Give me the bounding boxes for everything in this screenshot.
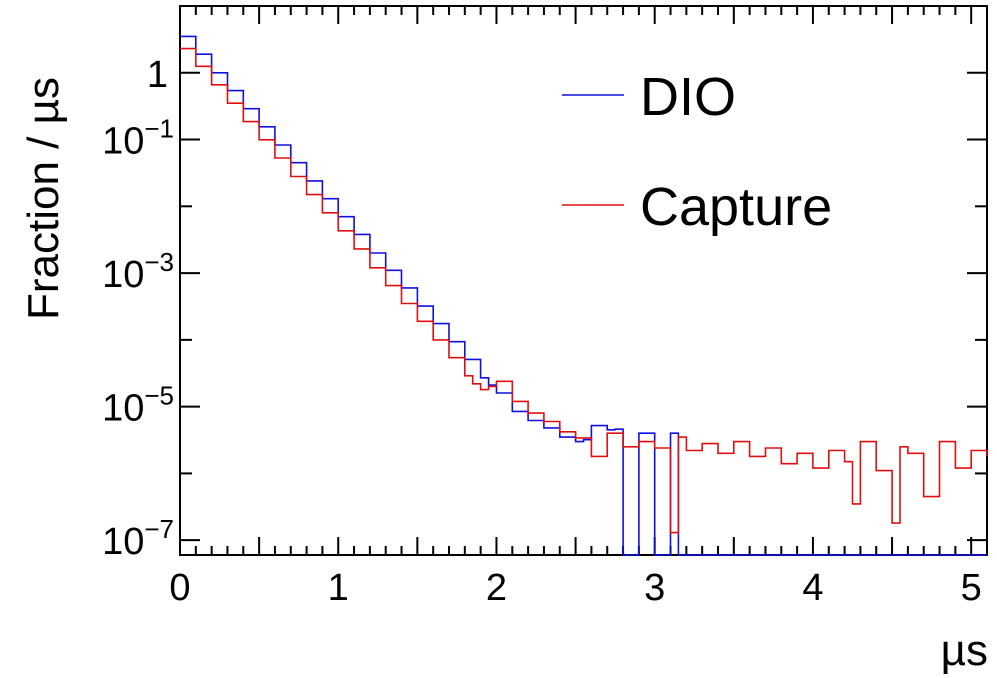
series-line-dio [180, 35, 987, 556]
y-tick-label: 1 [147, 54, 168, 96]
x-tick-label: 4 [802, 567, 823, 609]
legend: DIO Capture [562, 67, 832, 237]
x-axis-title: µs [941, 626, 988, 675]
x-tick-label: 5 [961, 567, 982, 609]
y-tick-label: 10−7 [102, 514, 174, 563]
y-tick-label: 10−5 [102, 381, 174, 430]
tick-labels: 0 1 2 3 4 5 1 10−1 10−3 10−5 10−7 [102, 54, 982, 609]
x-tick-label: 2 [486, 567, 507, 609]
x-tick-label: 3 [644, 567, 665, 609]
series-line-capture [180, 47, 988, 534]
x-tick-label: 0 [169, 567, 190, 609]
x-tick-label: 1 [328, 567, 349, 609]
series-layer [180, 35, 988, 556]
y-axis-title: Fraction / µs [19, 77, 68, 320]
legend-label-dio: DIO [640, 67, 736, 127]
legend-label-capture: Capture [640, 177, 832, 237]
y-tick-label: 10−1 [102, 114, 174, 163]
y-tick-label: 10−3 [102, 247, 174, 296]
plot-frame [179, 5, 988, 556]
axis-ticks [179, 6, 988, 555]
